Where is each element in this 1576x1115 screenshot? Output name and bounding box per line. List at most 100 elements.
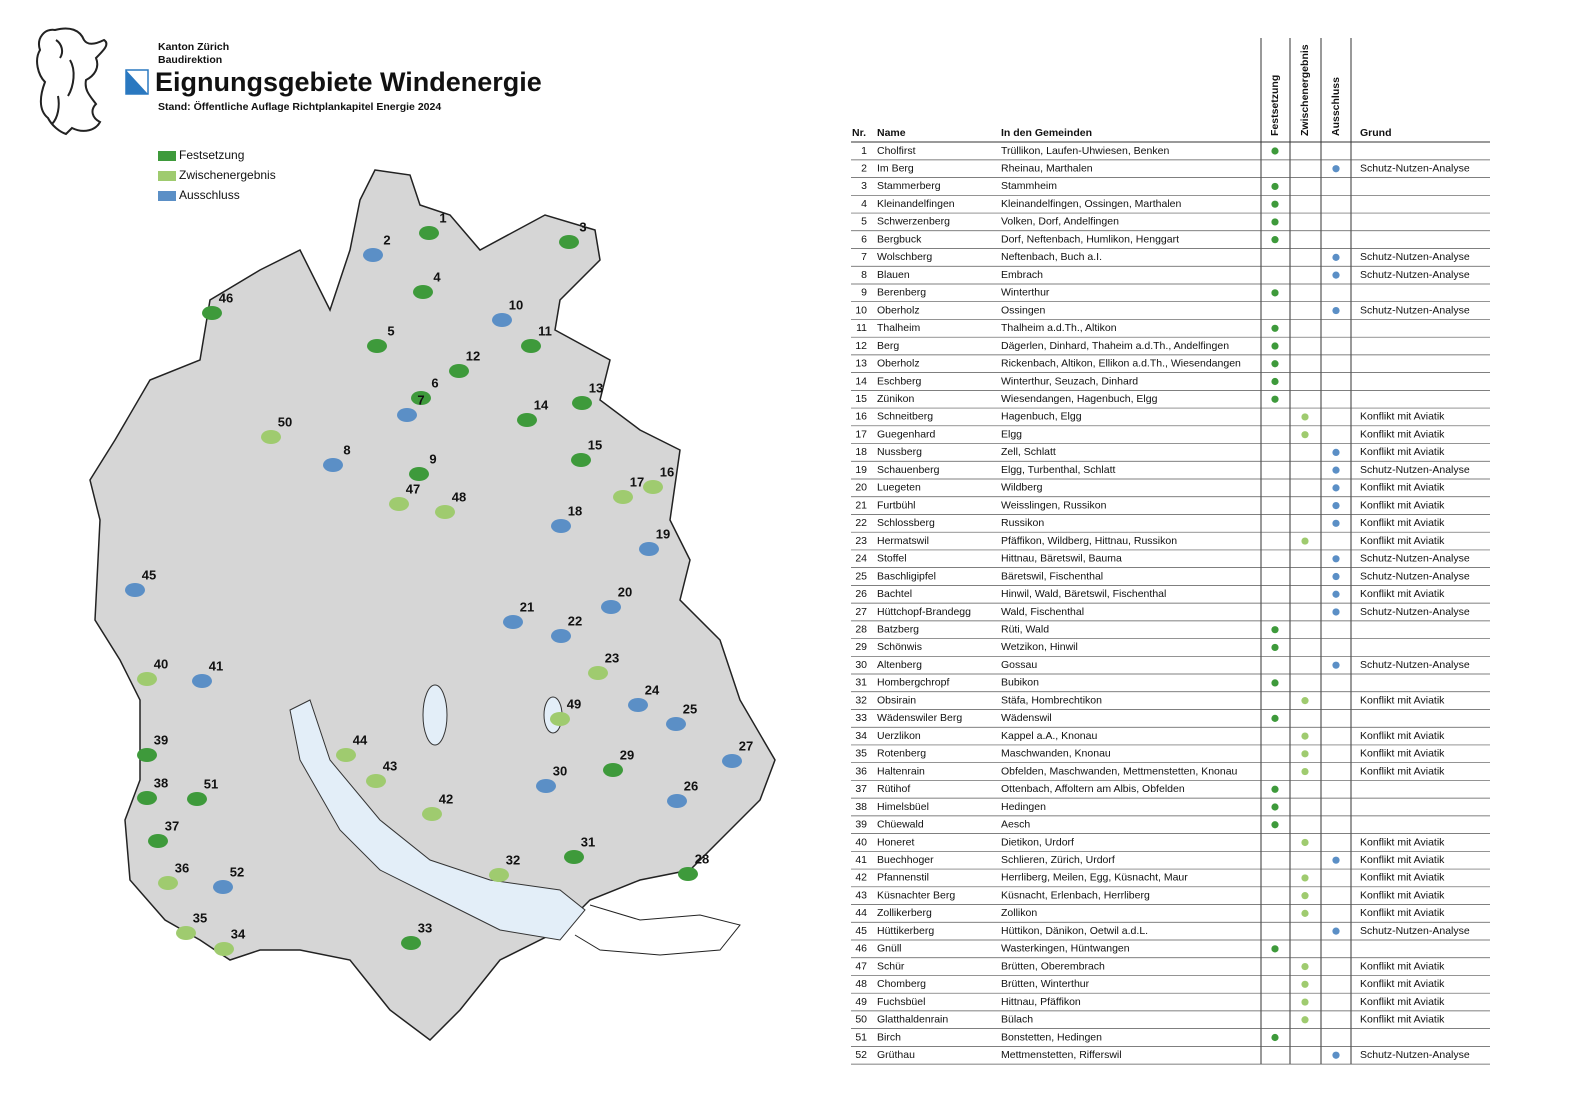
site-area (572, 396, 592, 410)
cell-gemeinden: Aesch (1001, 819, 1030, 831)
status-dot (1271, 643, 1279, 652)
cell-name: Wolschberg (877, 251, 932, 263)
cell-nr: 42 (855, 872, 867, 884)
legend-swatch (158, 191, 176, 201)
header-cell: Zwischenergebnis (1299, 44, 1311, 136)
cell-grund: Schutz-Nutzen-Analyse (1360, 659, 1470, 671)
cell-nr: 18 (855, 446, 867, 458)
site-number: 39 (154, 732, 168, 747)
cell-gemeinden: Wetzikon, Hinwil (1001, 641, 1078, 653)
cell-nr: 50 (855, 1014, 867, 1026)
cell-gemeinden: Winterthur (1001, 287, 1050, 299)
title: Eignungsgebiete Windenergie (155, 67, 542, 97)
site-area (613, 490, 633, 504)
map: 1234567891011121314151617181920212223242… (89, 169, 776, 1041)
cell-gemeinden: Kleinandelfingen, Ossingen, Marthalen (1001, 198, 1182, 210)
cell-grund: Konflikt mit Aviatik (1360, 517, 1445, 529)
cell-name: Oberholz (877, 358, 920, 370)
cell-grund: Konflikt mit Aviatik (1360, 836, 1445, 848)
cell-name: Eschberg (877, 375, 922, 387)
site-number: 12 (466, 348, 480, 363)
cell-name: Bergbuck (877, 233, 922, 245)
site-number: 19 (656, 526, 670, 541)
site-area (489, 868, 509, 882)
cell-grund: Schutz-Nutzen-Analyse (1360, 925, 1470, 937)
site-area (397, 408, 417, 422)
cell-grund: Konflikt mit Aviatik (1360, 765, 1445, 777)
site-area (601, 600, 621, 614)
cell-gemeinden: Dorf, Neftenbach, Humlikon, Henggart (1001, 233, 1179, 245)
status-dot (1271, 182, 1279, 191)
status-dot (1271, 360, 1279, 368)
cell-nr: 3 (861, 180, 867, 192)
status-dot (1271, 218, 1279, 226)
site-number: 18 (568, 503, 582, 518)
status-dot (1301, 909, 1309, 917)
site-number: 8 (343, 442, 350, 457)
cell-gemeinden: Ottenbach, Affoltern am Albis, Obfelden (1001, 783, 1185, 795)
cell-grund: Schutz-Nutzen-Analyse (1360, 464, 1470, 476)
cell-name: Hüttchopf-Brandegg (877, 606, 971, 618)
header-cell: Grund (1360, 127, 1392, 139)
cell-grund: Schutz-Nutzen-Analyse (1360, 570, 1470, 582)
cell-grund: Schutz-Nutzen-Analyse (1360, 606, 1470, 618)
site-area (639, 542, 659, 556)
site-number: 7 (417, 392, 424, 407)
cell-nr: 47 (855, 960, 867, 972)
cell-nr: 10 (855, 304, 867, 316)
cell-gemeinden: Dietikon, Urdorf (1001, 836, 1074, 848)
cell-gemeinden: Russikon (1001, 517, 1044, 529)
cell-nr: 6 (861, 233, 867, 245)
cell-gemeinden: Trüllikon, Laufen-Uhwiesen, Benken (1001, 145, 1169, 157)
cell-nr: 24 (855, 553, 867, 565)
cell-gemeinden: Hittnau, Pfäffikon (1001, 996, 1081, 1008)
cell-name: Glatthaldenrain (877, 1014, 948, 1026)
site-number: 48 (452, 489, 466, 504)
status-dot (1301, 980, 1309, 988)
greifensee (422, 684, 448, 746)
cell-name: Haltenrain (877, 765, 925, 777)
department: Baudirektion (158, 54, 222, 66)
site-area (536, 779, 556, 793)
status-dot (1271, 236, 1279, 244)
status-dot (1301, 962, 1309, 971)
cell-grund: Konflikt mit Aviatik (1360, 730, 1445, 742)
cell-grund: Konflikt mit Aviatik (1360, 694, 1445, 706)
cell-nr: 43 (855, 889, 867, 901)
cell-nr: 46 (855, 943, 867, 955)
cell-gemeinden: Brütten, Winterthur (1001, 978, 1090, 990)
lake-zurich (289, 699, 586, 941)
cell-gemeinden: Elgg, Turbenthal, Schlatt (1001, 464, 1115, 476)
cell-gemeinden: Rüti, Wald (1001, 623, 1049, 635)
site-area (158, 876, 178, 890)
site-number: 44 (353, 732, 368, 747)
cell-nr: 23 (855, 535, 867, 547)
legend: Festsetzung Zwischenergebnis Ausschluss (158, 148, 276, 202)
cell-nr: 22 (855, 517, 867, 529)
cell-gemeinden: Pfäffikon, Wildberg, Hittnau, Russikon (1001, 535, 1177, 547)
cell-nr: 12 (855, 340, 867, 352)
cell-name: Uerzlikon (877, 730, 921, 742)
status-dot (1332, 165, 1340, 173)
cell-gemeinden: Wiesendangen, Hagenbuch, Elgg (1001, 393, 1158, 405)
cell-grund: Konflikt mit Aviatik (1360, 535, 1445, 547)
cell-name: Schönwis (877, 641, 922, 653)
site-area (449, 364, 469, 378)
cell-name: Grüthau (877, 1049, 915, 1061)
site-area (678, 867, 698, 881)
logo (36, 27, 108, 136)
cell-nr: 25 (855, 570, 867, 582)
cell-name: Cholfirst (877, 145, 916, 157)
site-area (628, 698, 648, 712)
site-number: 32 (506, 852, 520, 867)
status-dot (1332, 502, 1340, 510)
cell-nr: 33 (855, 712, 867, 724)
site-area (214, 942, 234, 956)
site-number: 15 (588, 437, 602, 452)
site-number: 20 (618, 584, 632, 599)
site-number: 26 (684, 778, 698, 793)
status-dot (1271, 324, 1279, 332)
cell-nr: 48 (855, 978, 867, 990)
cell-gemeinden: Obfelden, Maschwanden, Mettmenstetten, K… (1001, 765, 1238, 777)
cell-nr: 44 (855, 907, 867, 919)
